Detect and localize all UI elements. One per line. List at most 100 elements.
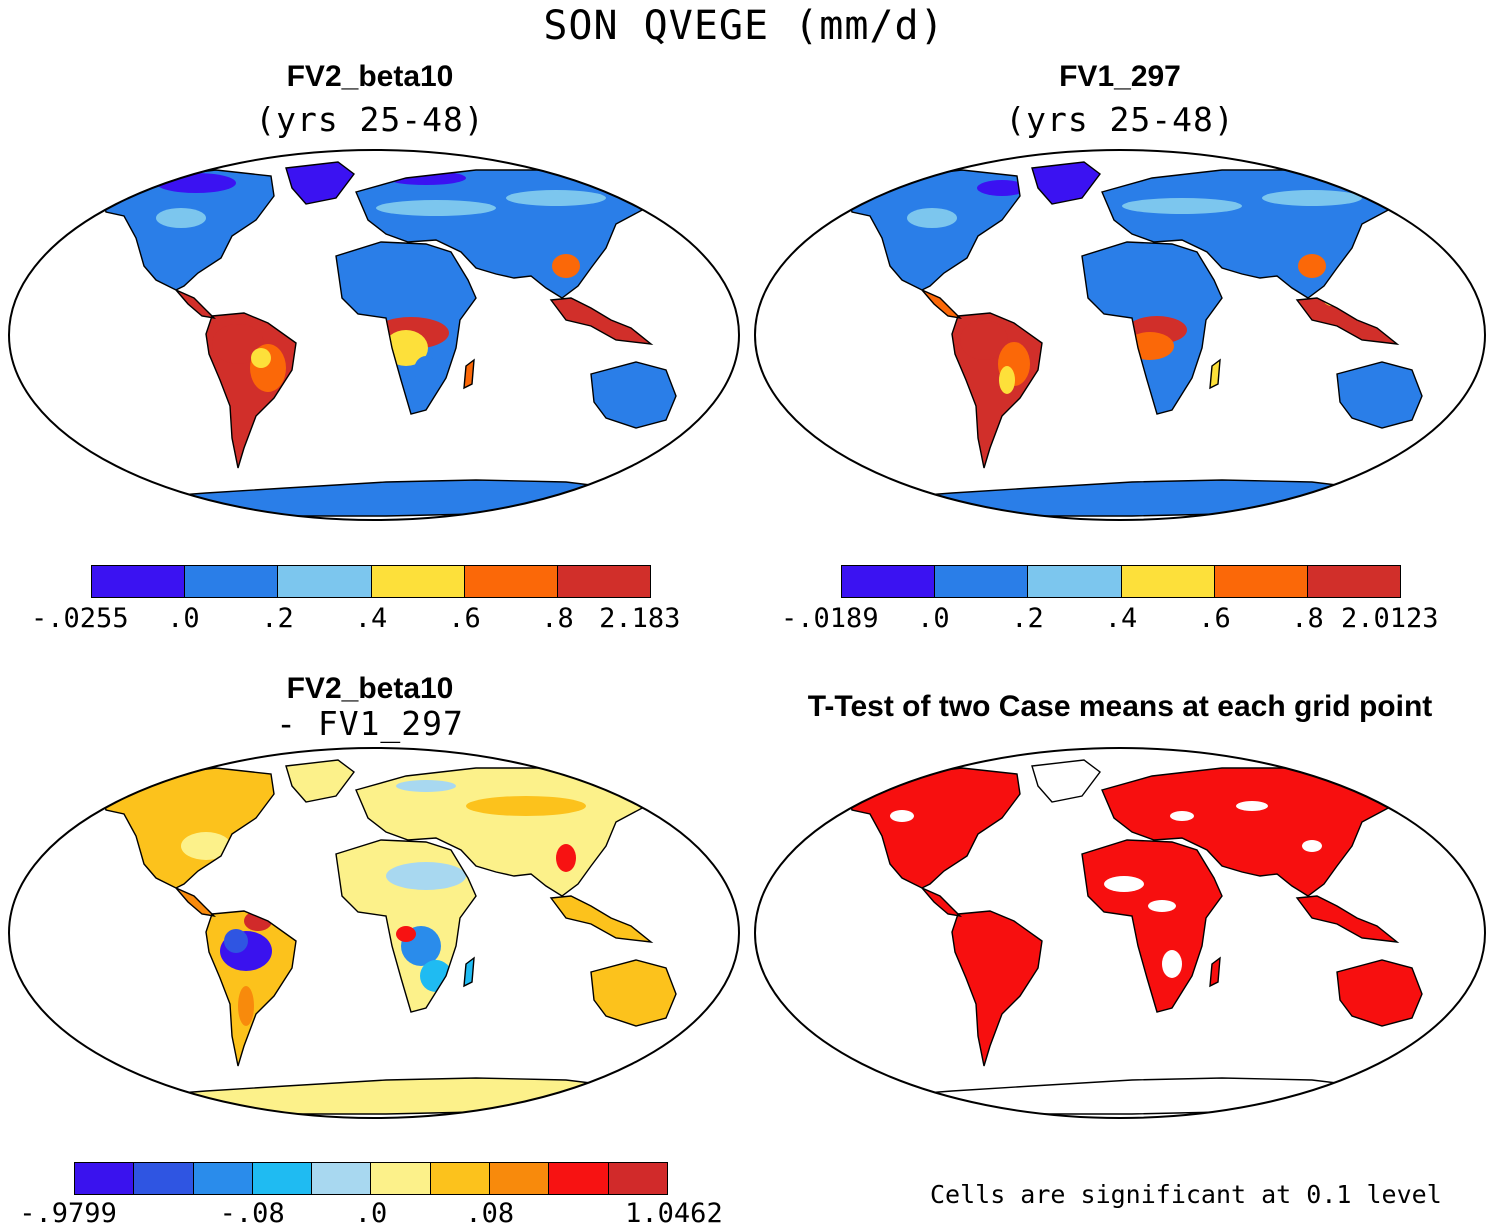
coastline-camerica — [921, 289, 963, 320]
field-patch — [552, 254, 580, 278]
colorbar-tick-label: .0 — [917, 603, 950, 634]
coastline-greenland — [285, 759, 355, 803]
field-patch — [1148, 900, 1176, 912]
colorbar-tick-label: .0 — [354, 1198, 388, 1229]
field-patch — [396, 926, 416, 942]
coastline-namerica — [100, 169, 275, 291]
field-patch — [1126, 332, 1174, 360]
coastline-madagascar — [463, 956, 475, 988]
field-patch — [420, 960, 452, 992]
coastline-namerica — [846, 169, 1021, 291]
field-patch — [156, 208, 206, 228]
coastline-seasia — [1295, 297, 1400, 345]
land-africa — [1082, 840, 1222, 1012]
colorbar-tick-label: .6 — [1198, 603, 1231, 634]
coastline-africa — [1081, 241, 1223, 415]
colorbar-tick-label: -.0255 — [31, 603, 129, 634]
colorbar-tick-label: .8 — [1291, 603, 1324, 634]
land-camerica — [176, 888, 214, 916]
field-patch — [396, 780, 456, 792]
panel-2-subtitle: (yrs 25-48) — [1005, 100, 1235, 139]
colorbar-tick-label: .8 — [541, 603, 574, 634]
panel-2-colorbar — [841, 565, 1401, 598]
colorbar-tick-label: 2.183 — [599, 603, 681, 634]
coastline-nz — [1441, 418, 1459, 444]
field-patch — [994, 896, 1030, 916]
colorbar-swatch — [935, 566, 1029, 597]
colorbar-swatch — [490, 1163, 550, 1194]
coastline-greenland — [1031, 161, 1101, 205]
panel-4-map — [754, 747, 1486, 1119]
panel-2-title: FV1_297 — [1059, 60, 1181, 93]
coastline-seasia — [549, 895, 654, 943]
field-patch — [466, 796, 586, 816]
colorbar-swatch — [278, 566, 372, 597]
field-patch — [1104, 876, 1144, 892]
colorbar-swatch — [1307, 566, 1401, 597]
coastline-australia — [1336, 959, 1423, 1027]
land-namerica — [101, 170, 274, 290]
colorbar-swatch — [464, 566, 558, 597]
land-greenland — [1032, 162, 1100, 204]
panel-3-subtitle: - FV1_297 — [276, 704, 464, 743]
coastline-africa — [1081, 839, 1223, 1013]
panel-3-map — [8, 747, 740, 1119]
panel-3-colorbar-ticks: -.9799 -.08 .0 .08 1.0462 — [19, 1198, 722, 1232]
colorbar-swatch — [193, 1163, 253, 1194]
field-patch — [181, 832, 231, 860]
colorbar-tick-label: .0 — [167, 603, 200, 634]
field-patch — [907, 208, 957, 228]
colorbar-tick-label: -.0189 — [781, 603, 879, 634]
field-patch — [224, 929, 248, 953]
land-seasia — [551, 298, 651, 344]
coastline-africa — [335, 839, 477, 1013]
panel-1-map — [8, 149, 740, 521]
land-antarctica — [887, 480, 1362, 516]
panel-3-title: FV2_beta10 — [286, 672, 454, 705]
field-patch — [376, 200, 496, 216]
field-patch — [960, 320, 1008, 360]
coastline-madagascar — [1209, 358, 1221, 390]
colorbar-tick-label: .4 — [354, 603, 388, 634]
field-patch — [506, 190, 606, 206]
colorbar-swatch — [430, 1163, 491, 1194]
coastline-australia — [590, 361, 677, 429]
land-antarctica — [141, 480, 616, 516]
coastline-samerica — [951, 312, 1043, 469]
colorbar-tick-label: .4 — [1104, 603, 1138, 634]
colorbar-swatch — [92, 566, 186, 597]
field-patch — [414, 356, 438, 384]
coastline-madagascar — [463, 358, 475, 390]
coastline-australia — [590, 959, 677, 1027]
land-greenland — [286, 760, 354, 802]
panel-1-colorbar-ticks: -.0255 .0 .2 .4 .6 .8 2.183 — [31, 603, 680, 637]
land-seasia — [1297, 298, 1397, 344]
field-patch — [1262, 190, 1362, 206]
coastline-seasia — [1295, 895, 1400, 943]
coastline-camerica — [175, 887, 217, 918]
land-greenland — [286, 162, 354, 204]
colorbar-tick-label: .08 — [465, 1198, 515, 1229]
colorbar-swatch — [608, 1163, 667, 1194]
field-patch — [1122, 198, 1242, 214]
coastline-samerica — [205, 910, 297, 1067]
colorbar-swatch — [1028, 566, 1122, 597]
land-namerica — [847, 170, 1020, 290]
land-antarctica — [141, 1078, 616, 1114]
colorbar-tick-label: .6 — [448, 603, 481, 634]
field-patch — [574, 284, 598, 308]
colorbar-swatch — [371, 566, 465, 597]
land-camerica — [922, 290, 960, 318]
panel-1-subtitle: (yrs 25-48) — [255, 100, 485, 139]
land-nz — [696, 420, 711, 442]
colorbar-swatch — [312, 1163, 372, 1194]
coastline-samerica — [951, 910, 1043, 1067]
field-patch — [999, 366, 1015, 394]
colorbar-tick-label: .2 — [261, 603, 294, 634]
colorbar-swatch — [1214, 566, 1308, 597]
land-seasia — [551, 896, 651, 942]
field-patch — [1302, 840, 1322, 852]
field-patch — [614, 978, 654, 1006]
coastline-africa — [335, 241, 477, 415]
land-samerica — [952, 911, 1042, 1066]
